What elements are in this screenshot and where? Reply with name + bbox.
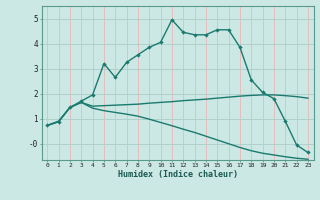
X-axis label: Humidex (Indice chaleur): Humidex (Indice chaleur)	[118, 170, 237, 179]
